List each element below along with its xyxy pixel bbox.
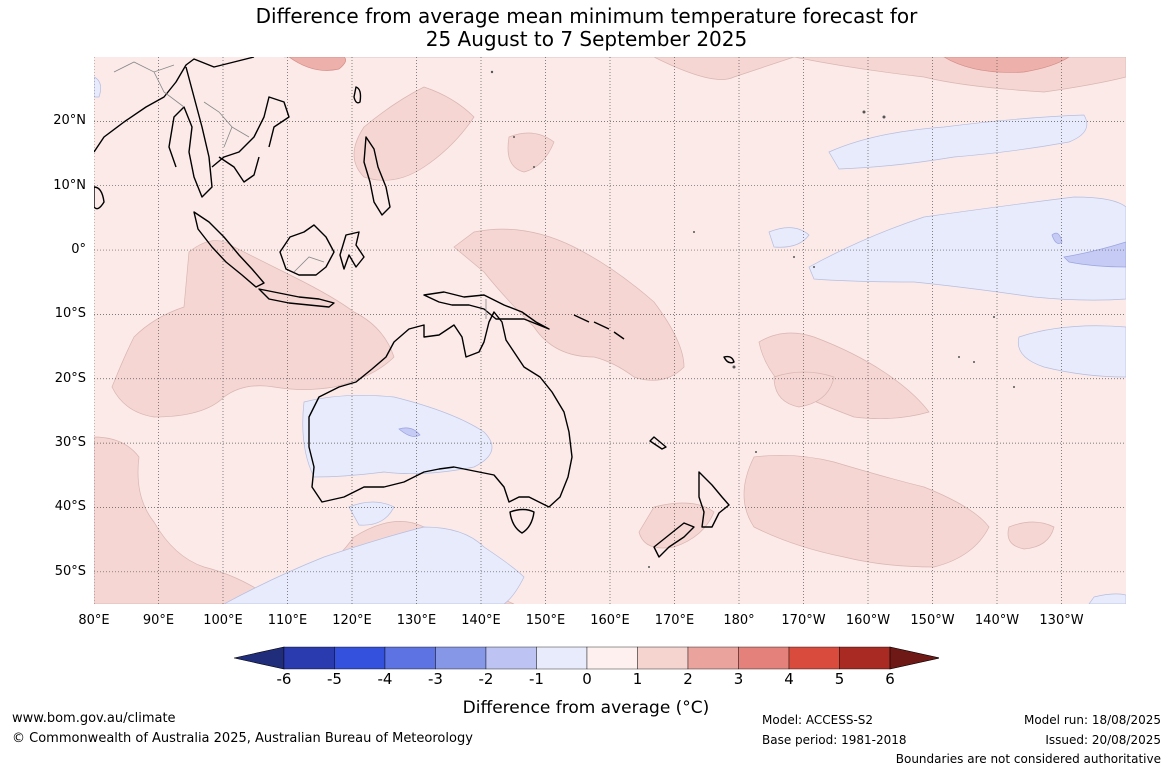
colorbar-segment: [485, 646, 537, 670]
footer-copyright: © Commonwealth of Australia 2025, Austra…: [12, 731, 473, 746]
java-coast: [258, 288, 335, 308]
map-title-line-2: 25 August to 7 September 2025: [425, 27, 748, 51]
colorbar-tick-label: 1: [632, 670, 643, 688]
lat-tick-label: 30°S: [54, 435, 86, 451]
colorbar-title: Difference from average (°C): [462, 698, 710, 718]
colorbar-segment: [586, 646, 638, 670]
colorbar-arrow-high: [889, 646, 939, 670]
australia-coast: [308, 311, 573, 508]
colorbar-tick-label: -4: [377, 670, 393, 688]
colorbar-tick-label: -6: [276, 670, 292, 688]
lon-tick-label: 150°E: [525, 613, 566, 628]
colorbar-segment: [738, 646, 790, 670]
taiwan-coast: [353, 86, 362, 104]
colorbar-segment: [687, 646, 739, 670]
colorbar-tick-label: 2: [683, 670, 693, 688]
lon-tick-label: 160°E: [590, 613, 630, 628]
lon-tick-label: 170°E: [654, 613, 695, 628]
lon-tick-label: 180°: [723, 613, 755, 628]
colorbar-tick-label: 3: [733, 670, 744, 688]
colorbar-arrow-low: [234, 646, 285, 670]
lat-tick-label: 0°: [71, 242, 86, 258]
colorbar-segment: [384, 646, 436, 670]
footer-disclaimer: Boundaries are not considered authoritat…: [895, 752, 1161, 766]
colorbar-tick-label: -2: [478, 670, 494, 688]
anomaly-strong-warm-areas: [288, 57, 1070, 73]
colorbar-segment: [788, 646, 840, 670]
lon-tick-label: 110°E: [267, 613, 308, 628]
new-zealand-north: [698, 471, 730, 528]
country-borders: [113, 61, 487, 319]
lat-tick-label: 20°N: [53, 113, 86, 129]
lon-tick-label: 140°W: [974, 613, 1020, 628]
small-islands: [490, 70, 1015, 568]
colorbar-tick-label: -5: [327, 670, 342, 688]
lon-tick-label: 130°E: [396, 613, 437, 628]
tasmania-coast: [509, 508, 535, 534]
lat-tick-label: 50°S: [54, 563, 86, 579]
new-guinea-coast: [423, 291, 550, 330]
sri-lanka: [94, 186, 105, 210]
lon-tick-label: 160°W: [845, 613, 891, 628]
colorbar-tick-label: -1: [529, 670, 544, 688]
solomon-islands: [573, 314, 625, 340]
lon-tick-label: 170°W: [781, 613, 826, 628]
lon-tick-label: 150°W: [910, 613, 955, 628]
colorbar: [234, 646, 939, 670]
colorbar-segment: [435, 646, 487, 670]
colorbar-segment: [637, 646, 689, 670]
lon-tick-label: 90°E: [142, 613, 175, 628]
map-canvas: [94, 57, 1126, 604]
colorbar-tick-label: 0: [582, 670, 592, 688]
forecast-map: [94, 57, 1126, 604]
lat-tick-label: 10°S: [54, 306, 86, 322]
lon-tick-label: 120°E: [332, 613, 372, 628]
colorbar-tick-label: 5: [834, 670, 845, 688]
map-title-line-1: Difference from average mean minimum tem…: [255, 4, 918, 28]
lon-tick-label: 80°E: [78, 613, 110, 628]
anomaly-warm-areas: [94, 57, 1126, 604]
lat-tick-label: 40°S: [54, 499, 86, 515]
colorbar-tick-label: -3: [428, 670, 443, 688]
mainland-asia-coast: [94, 57, 290, 198]
colorbar-segment: [334, 646, 386, 670]
colorbar-tick-label: 6: [885, 670, 895, 688]
lat-tick-label: 20°S: [54, 370, 86, 386]
footer-issued: Issued: 20/08/2025: [1045, 733, 1161, 747]
philippines-coast: [363, 136, 391, 216]
borneo-coast: [279, 224, 335, 276]
sumatra-coast: [193, 211, 265, 288]
indochina-coast: [218, 156, 260, 183]
new-caledonia: [649, 436, 667, 450]
footer-model-run: Model run: 18/08/2025: [1023, 713, 1161, 727]
lon-tick-label: 140°E: [461, 613, 501, 628]
fiji: [723, 355, 735, 364]
colorbar-tick-label: 4: [784, 670, 794, 688]
sulawesi-coast: [339, 231, 365, 270]
coastlines: [94, 57, 735, 558]
lon-tick-label: 100°E: [203, 613, 243, 628]
colorbar-segment: [536, 646, 588, 670]
colorbar-segment: [839, 646, 891, 670]
footer-base-period: Base period: 1981-2018: [762, 733, 907, 747]
footer-url: www.bom.gov.au/climate: [12, 711, 176, 726]
anomaly-cool-areas: [94, 76, 1126, 604]
new-zealand-south: [653, 522, 695, 558]
map-gridlines: [94, 57, 1126, 604]
colorbar-segment: [283, 646, 335, 670]
lon-tick-label: 130°W: [1039, 613, 1084, 628]
lat-tick-label: 10°N: [53, 177, 86, 193]
anomaly-stronger-cool-areas: [398, 232, 1126, 437]
footer-model: Model: ACCESS-S2: [762, 713, 874, 727]
